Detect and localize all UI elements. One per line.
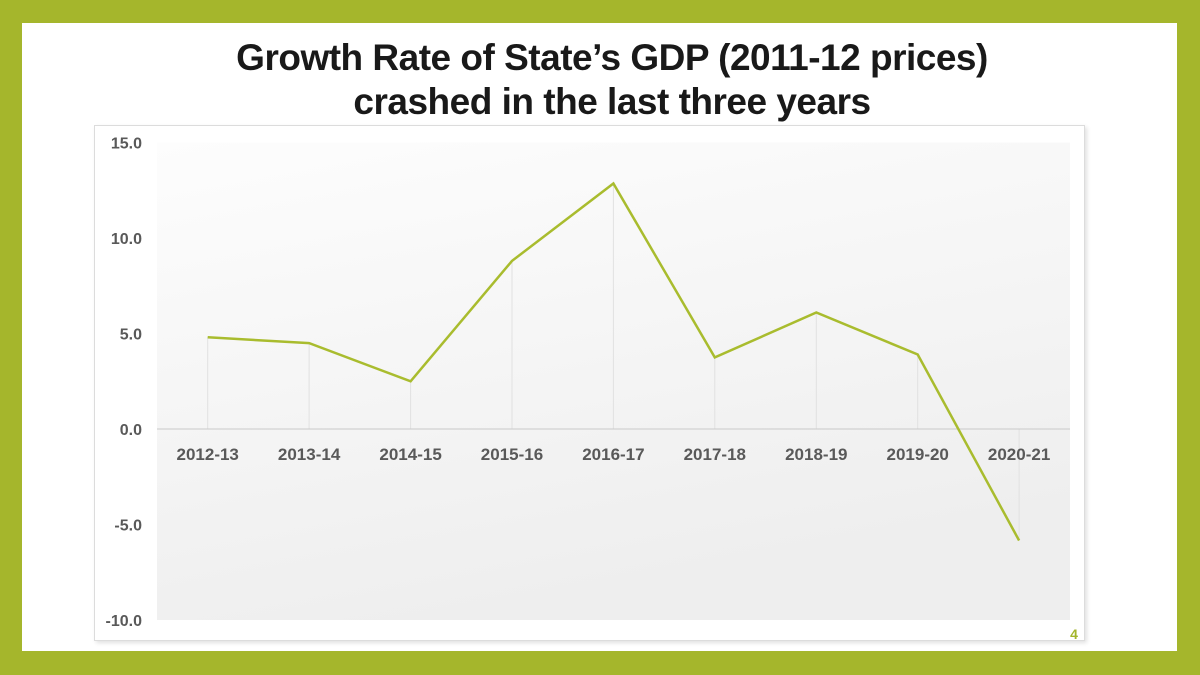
svg-text:0.0: 0.0 xyxy=(120,422,142,439)
svg-text:2012-13: 2012-13 xyxy=(177,445,239,464)
svg-text:-10.0: -10.0 xyxy=(106,613,143,630)
svg-text:2015-16: 2015-16 xyxy=(481,445,543,464)
svg-text:5.0: 5.0 xyxy=(120,327,142,344)
svg-text:-5.0: -5.0 xyxy=(114,518,142,535)
svg-text:2014-15: 2014-15 xyxy=(379,445,441,464)
svg-text:2020-21: 2020-21 xyxy=(988,445,1050,464)
svg-text:2019-20: 2019-20 xyxy=(887,445,949,464)
svg-text:10.0: 10.0 xyxy=(111,231,142,248)
svg-text:15.0: 15.0 xyxy=(111,136,142,153)
svg-text:2013-14: 2013-14 xyxy=(278,445,341,464)
svg-text:2018-19: 2018-19 xyxy=(785,445,847,464)
svg-text:2017-18: 2017-18 xyxy=(684,445,746,464)
svg-text:2016-17: 2016-17 xyxy=(582,445,644,464)
